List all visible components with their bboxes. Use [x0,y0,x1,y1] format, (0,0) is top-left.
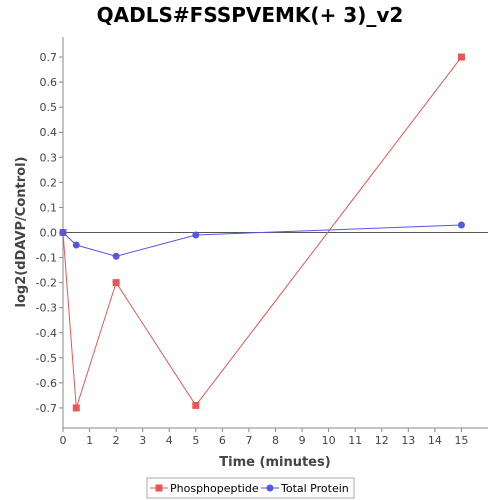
x-tick-label: 10 [322,434,336,447]
x-tick-label: 4 [166,434,173,447]
y-tick-label: 0.5 [40,101,58,114]
x-axis-label: Time (minutes) [219,455,330,470]
x-tick-label: 7 [245,434,252,447]
data-point-phosphopeptide [192,401,200,409]
y-tick-label: -0.3 [36,302,57,315]
y-tick-label: 0.0 [40,227,58,240]
x-tick-label: 2 [113,434,120,447]
chart-title: QADLS#FSSPVEMK(+ 3)_v2 [97,3,404,27]
legend-marker-total-protein [266,484,274,492]
y-tick-label: -0.1 [36,252,57,265]
x-tick-label: 0 [60,434,67,447]
y-tick-label: -0.5 [36,352,57,365]
data-point-total-protein [59,229,67,236]
legend: Phosphopeptide Total Protein [146,477,355,499]
y-tick-label: 0.6 [40,76,58,89]
data-point-phosphopeptide [112,279,120,287]
y-tick-label: -0.6 [36,377,57,390]
x-tick-label: 15 [454,434,468,447]
x-tick-label: 9 [299,434,306,447]
y-axis-ticks: -0.7 -0.6 -0.5 -0.4 -0.3 -0.2 -0.1 0.0 0.1 0.2 0.3… [36,51,63,415]
y-tick-label: 0.3 [40,151,58,164]
series-line-total-protein [62,224,462,257]
data-point-phosphopeptide [457,53,465,61]
data-point-total-protein [112,252,120,260]
data-point-total-protein [72,241,80,249]
y-tick-label: 0.1 [40,201,58,214]
x-tick-label: 11 [348,434,362,447]
y-tick-label: 0.7 [40,51,58,64]
x-tick-label: 8 [272,434,279,447]
data-point-phosphopeptide [72,404,80,412]
x-tick-label: 1 [86,434,93,447]
x-tick-label: 6 [219,434,226,447]
x-tick-label: 14 [428,434,442,447]
y-tick-label: 0.2 [40,176,58,189]
legend-marker-phosphopeptide [155,484,163,492]
data-point-total-protein [457,221,465,229]
legend-item-total-protein: Total Protein [261,482,349,495]
data-point-total-protein [192,231,200,239]
series-layer [59,53,465,412]
y-tick-label: -0.2 [36,277,57,290]
legend-item-phosphopeptide: Phosphopeptide [150,482,259,495]
y-axis-label: log2(dDAVP/Control) [14,157,29,308]
legend-label-phosphopeptide: Phosphopeptide [170,482,259,495]
legend-box [146,477,355,499]
y-tick-label: -0.7 [36,402,57,415]
x-tick-label: 5 [192,434,199,447]
x-tick-label: 13 [401,434,415,447]
y-tick-label: -0.4 [36,327,57,340]
x-tick-label: 3 [139,434,146,447]
legend-label-total-protein: Total Protein [280,482,349,495]
x-tick-label: 12 [375,434,389,447]
x-axis-ticks: 0 1 2 3 4 5 6 7 8 9 10 11 12 13 14 15 [60,428,468,447]
y-tick-label: 0.4 [40,126,58,139]
